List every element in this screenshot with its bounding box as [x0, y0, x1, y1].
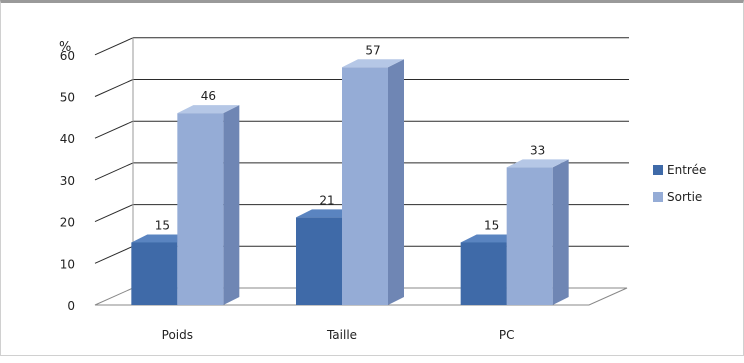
gridline-side — [94, 204, 134, 223]
legend-label: Sortie — [667, 190, 702, 204]
bar-top — [506, 159, 569, 168]
y-tick-label: 30 — [60, 174, 75, 188]
bar — [131, 242, 178, 305]
data-label: 33 — [530, 143, 545, 157]
bar-side — [388, 59, 404, 306]
y-tick-label: 10 — [60, 257, 75, 271]
labels-layer: 0 10 20 30 40 50 60 15 46 Poids 21 57 Taille 15 33 PC En… — [60, 43, 707, 342]
x-tick-label: PC — [499, 328, 515, 342]
bar — [460, 242, 507, 305]
bar — [506, 167, 553, 305]
data-label: 57 — [365, 43, 380, 57]
y-tick-label: 0 — [67, 299, 75, 313]
bar — [342, 67, 388, 305]
bar-chart-3d: 0 10 20 30 40 50 60 15 46 Poids 21 57 Taille 15 33 PC En… — [59, 37, 707, 342]
data-label: 15 — [484, 218, 499, 232]
bar — [177, 113, 224, 306]
x-tick-label: Taille — [326, 328, 357, 342]
gridline-side — [94, 245, 134, 264]
gridline-side — [94, 37, 134, 56]
bar-side — [223, 105, 240, 306]
gridline-side — [94, 162, 134, 181]
bar — [296, 217, 342, 305]
legend-label: Entrée — [667, 163, 706, 177]
bar-top — [342, 59, 404, 68]
y-unit-label: % — [59, 40, 71, 55]
bars-layer — [131, 59, 569, 306]
y-tick-label: 20 — [60, 216, 75, 230]
y-tick-label: 40 — [60, 132, 75, 146]
gridline-side — [94, 79, 134, 97]
data-label: 15 — [155, 218, 170, 232]
data-label: 21 — [319, 193, 334, 207]
x-tick-label: Poids — [162, 328, 193, 342]
bar-top — [177, 105, 240, 114]
legend-swatch — [653, 165, 663, 175]
legend-swatch — [653, 192, 663, 202]
bar-side — [552, 159, 569, 305]
y-tick-label: 60 — [60, 49, 75, 63]
y-tick-label: 50 — [60, 91, 75, 105]
data-label: 46 — [201, 89, 216, 103]
gridline-side — [94, 120, 134, 139]
